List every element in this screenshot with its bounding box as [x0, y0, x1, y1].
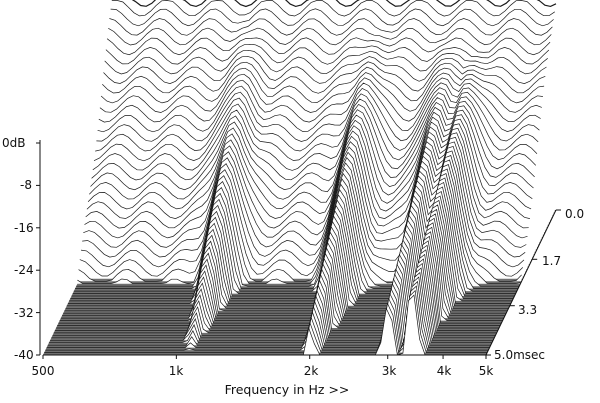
decay-slice-line [84, 136, 528, 239]
y-tick-label: 0dB [2, 136, 25, 150]
decay-slice-line [71, 186, 515, 297]
x-tick-label: 3k [382, 364, 397, 378]
decay-slice-line [95, 92, 539, 152]
decay-slice-line [48, 271, 492, 344]
decay-slice-line [96, 87, 540, 142]
decay-slice-line [56, 244, 500, 329]
decay-slice-line [85, 131, 529, 229]
decay-slice-line [76, 168, 520, 287]
decay-slice-line [63, 217, 507, 314]
decay-slice-line [97, 82, 541, 133]
y-tick-label: -24 [14, 263, 34, 277]
y-tick-label: -16 [14, 221, 34, 235]
decay-slice-line [72, 181, 516, 294]
decay-slice-line [86, 126, 530, 219]
decay-slice-line [69, 195, 513, 302]
decay-slice-line [47, 276, 491, 346]
decay-slice-line [79, 155, 524, 277]
decay-slice-line [78, 159, 522, 282]
decay-slice-line [52, 258, 496, 336]
decay-slice-line [64, 213, 508, 312]
decay-slice-line [108, 27, 552, 46]
chart-frame [36, 140, 561, 359]
decay-slice-line [100, 66, 545, 104]
z-tick-label: 3.3 [518, 303, 537, 317]
decay-slice-line [105, 43, 550, 65]
x-tick-label: 2k [304, 364, 319, 378]
decay-slice-line [99, 72, 543, 113]
decay-slice-line [102, 61, 546, 94]
decay-slice-line [45, 285, 489, 352]
decay-slice-line [62, 222, 505, 317]
decay-slice-line [65, 208, 509, 309]
y-tick-label: -32 [14, 306, 34, 320]
x-tick-label: 1k [169, 364, 184, 378]
decay-slice-line [60, 226, 504, 319]
decay-slices [43, 0, 557, 356]
decay-slice-line [103, 55, 547, 84]
x-axis-label: Frequency in Hz >> [225, 382, 350, 397]
decay-slice-line [89, 116, 533, 200]
decay-slice-line [111, 0, 555, 17]
decay-slice-line [75, 172, 518, 289]
y-tick-label: -40 [14, 348, 34, 362]
decay-slice-line [104, 49, 548, 75]
decay-slice-line [77, 164, 521, 285]
z-tick-label: 5.0msec [494, 348, 545, 362]
decay-slice-line [106, 37, 551, 56]
x-tick-label: 4k [437, 364, 452, 378]
decay-slice-line [59, 231, 503, 321]
decay-slice-line [53, 253, 497, 334]
decay-slice-line [50, 267, 494, 341]
decay-slice-line [67, 199, 511, 304]
decay-slice-line [93, 97, 538, 162]
decay-slice-line [54, 249, 498, 331]
decay-slice-line [44, 289, 488, 354]
decay-slice-line [46, 280, 490, 349]
decay-slice-line [90, 111, 534, 191]
decay-slice-line [58, 235, 502, 324]
decay-slice-line [131, 0, 557, 8]
decay-slice-line [57, 240, 501, 326]
decay-slice-line [91, 106, 535, 181]
z-axis-line [485, 209, 557, 356]
decay-slice-line [51, 262, 495, 339]
decay-slice-line [87, 121, 532, 210]
decay-slice-line [66, 204, 510, 307]
z-tick-label: 1.7 [542, 254, 561, 268]
decay-slice-line [82, 145, 526, 258]
x-tick-label: 500 [32, 364, 55, 378]
decay-slice-line [109, 18, 553, 36]
x-tick-label: 5k [479, 364, 494, 378]
decay-slice-line [80, 150, 525, 268]
decay-slice-line [83, 141, 527, 248]
decay-slice-line [110, 8, 554, 27]
decay-slice-line [92, 102, 537, 171]
decay-slice-line [73, 177, 517, 292]
y-tick-label: -8 [20, 178, 32, 192]
decay-slice-line [98, 77, 542, 123]
decay-slice-line [70, 190, 514, 299]
z-tick-label: 0.0 [565, 207, 584, 221]
